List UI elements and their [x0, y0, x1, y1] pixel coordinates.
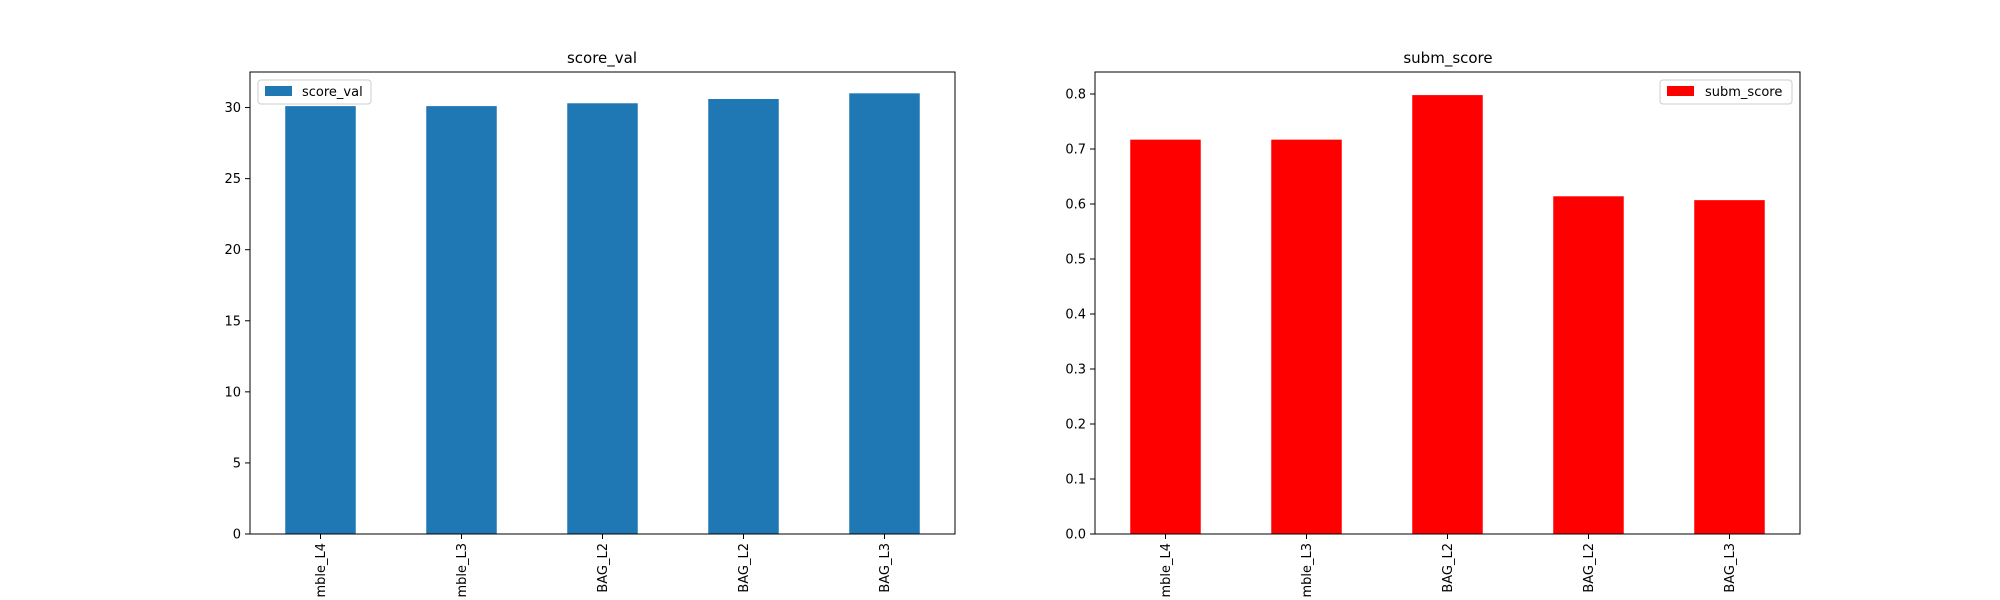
bars — [1130, 95, 1765, 535]
bar-3 — [708, 99, 779, 535]
x-axis: mble_L4 mble_L3 BAG_L2 BAG_L2 BAG_L3 — [1159, 534, 1738, 598]
y-tick-label: 10 — [224, 385, 241, 400]
y-tick-label: 0.7 — [1065, 143, 1086, 158]
bar-0 — [1130, 139, 1201, 534]
x-tick-label: mble_L3 — [455, 543, 470, 598]
bars — [285, 93, 920, 535]
legend: subm_score — [1659, 79, 1793, 105]
y-tick-label: 15 — [224, 314, 241, 329]
bar-0 — [285, 106, 356, 535]
y-axis: 0 5 10 15 20 25 30 — [224, 101, 250, 543]
legend-label: subm_score — [1705, 85, 1782, 100]
y-tick-label: 30 — [224, 101, 241, 116]
y-tick-label: 25 — [224, 172, 241, 187]
legend-swatch — [265, 86, 292, 96]
y-tick-label: 0.0 — [1065, 528, 1086, 543]
x-tick-label: mble_L4 — [1159, 543, 1174, 598]
x-tick-label: BAG_L2 — [737, 543, 752, 593]
x-tick-label: mble_L3 — [1300, 543, 1315, 598]
y-tick-label: 0.8 — [1065, 88, 1086, 103]
legend-label: score_val — [302, 85, 363, 100]
bar-4 — [1694, 200, 1765, 534]
x-tick-label: BAG_L3 — [878, 543, 893, 593]
x-tick-label: BAG_L2 — [1582, 543, 1597, 593]
y-tick-label: 0 — [233, 528, 241, 543]
y-tick-label: 20 — [224, 243, 241, 258]
bar-4 — [849, 93, 920, 535]
y-tick-label: 0.1 — [1065, 473, 1086, 488]
y-tick-label: 0.5 — [1065, 253, 1086, 268]
x-tick-label: BAG_L2 — [1441, 543, 1456, 593]
legend-swatch — [1667, 86, 1694, 96]
x-tick-label: BAG_L2 — [596, 543, 611, 593]
bar-3 — [1553, 196, 1624, 535]
y-tick-label: 5 — [233, 456, 241, 471]
subm-score-chart: subm_score 0.0 0.1 0.2 0.3 0.4 0.5 0.6 0.7 0.8 m… — [1065, 49, 1801, 598]
bar-2 — [1412, 95, 1483, 534]
y-tick-label: 0.3 — [1065, 363, 1086, 378]
bar-1 — [1271, 139, 1342, 534]
bar-2 — [567, 103, 638, 534]
chart-title: score_val — [567, 49, 637, 68]
score-val-chart: score_val 0 5 10 15 20 25 30 mble_L4 mble_L3 BAG… — [224, 49, 956, 598]
x-axis: mble_L4 mble_L3 BAG_L2 BAG_L2 BAG_L3 — [314, 534, 893, 598]
x-tick-label: mble_L4 — [314, 543, 329, 598]
legend: score_val — [257, 79, 372, 105]
y-tick-label: 0.2 — [1065, 418, 1086, 433]
y-tick-label: 0.4 — [1065, 308, 1086, 323]
chart-title: subm_score — [1403, 49, 1492, 68]
x-tick-label: BAG_L3 — [1723, 543, 1738, 593]
bar-1 — [426, 106, 497, 535]
y-tick-label: 0.6 — [1065, 198, 1086, 213]
y-axis: 0.0 0.1 0.2 0.3 0.4 0.5 0.6 0.7 0.8 — [1065, 88, 1095, 543]
